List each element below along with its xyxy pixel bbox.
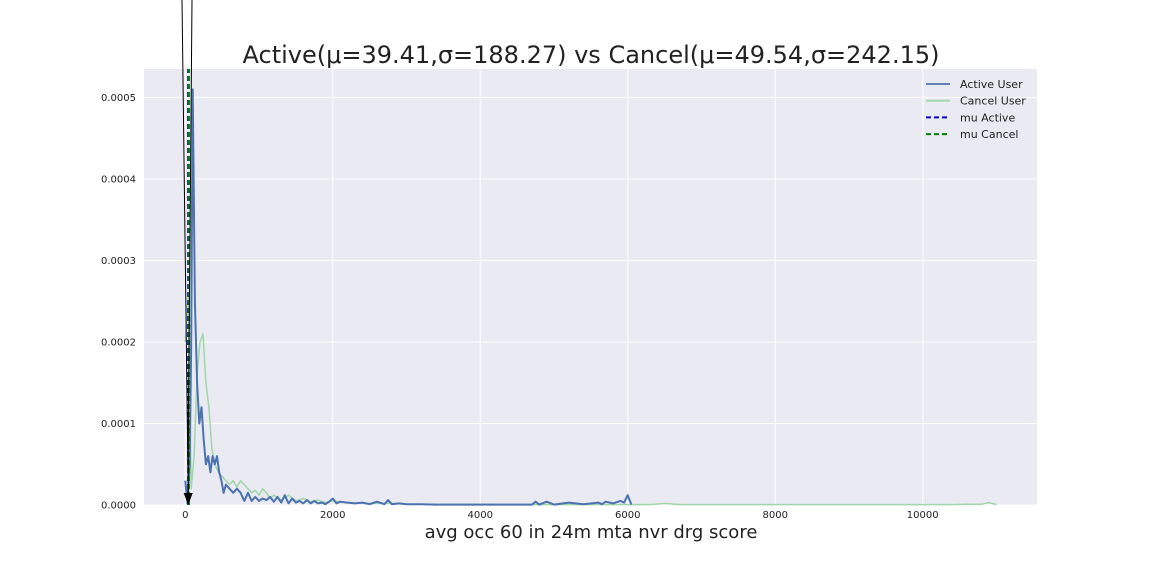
x-tick-label: 4000 — [468, 510, 493, 521]
series-layer — [184, 88, 997, 506]
legend: Active User Cancel User mu Active mu Cancel — [926, 78, 1026, 141]
y-tick-label: 0.0000 — [101, 501, 136, 512]
plot-area — [144, 69, 1037, 505]
legend-label: mu Cancel — [960, 128, 1018, 141]
x-tick-label: 6000 — [615, 510, 640, 521]
legend-label: Cancel User — [960, 95, 1026, 108]
series-line-active-user — [184, 88, 633, 506]
y-tick-label: 0.0001 — [101, 419, 136, 430]
gridlines — [144, 69, 1037, 506]
x-tick-label: 10000 — [907, 510, 939, 521]
y-tick-label: 0.0002 — [101, 338, 136, 349]
x-tick-label: 0 — [182, 510, 188, 521]
x-axis-label: avg occ 60 in 24m mta nvr drg score — [425, 522, 758, 543]
y-tick-label: 0.0005 — [101, 93, 136, 104]
x-tick-labels: 0 2000 4000 6000 8000 10000 — [182, 510, 939, 521]
y-tick-labels: 0.0000 0.0001 0.0002 0.0003 0.0004 0.0005 — [101, 93, 136, 511]
y-tick-label: 0.0003 — [101, 256, 136, 267]
x-tick-label: 2000 — [320, 510, 345, 521]
x-tick-label: 8000 — [762, 510, 787, 521]
arrow-curve — [181, 0, 189, 494]
chart-title: Active(μ=39.41,σ=188.27) vs Cancel(μ=49.… — [243, 41, 940, 69]
legend-label: mu Active — [960, 111, 1015, 124]
y-tick-label: 0.0004 — [101, 175, 136, 186]
legend-label: Active User — [960, 78, 1023, 91]
arrow-head — [183, 493, 193, 505]
